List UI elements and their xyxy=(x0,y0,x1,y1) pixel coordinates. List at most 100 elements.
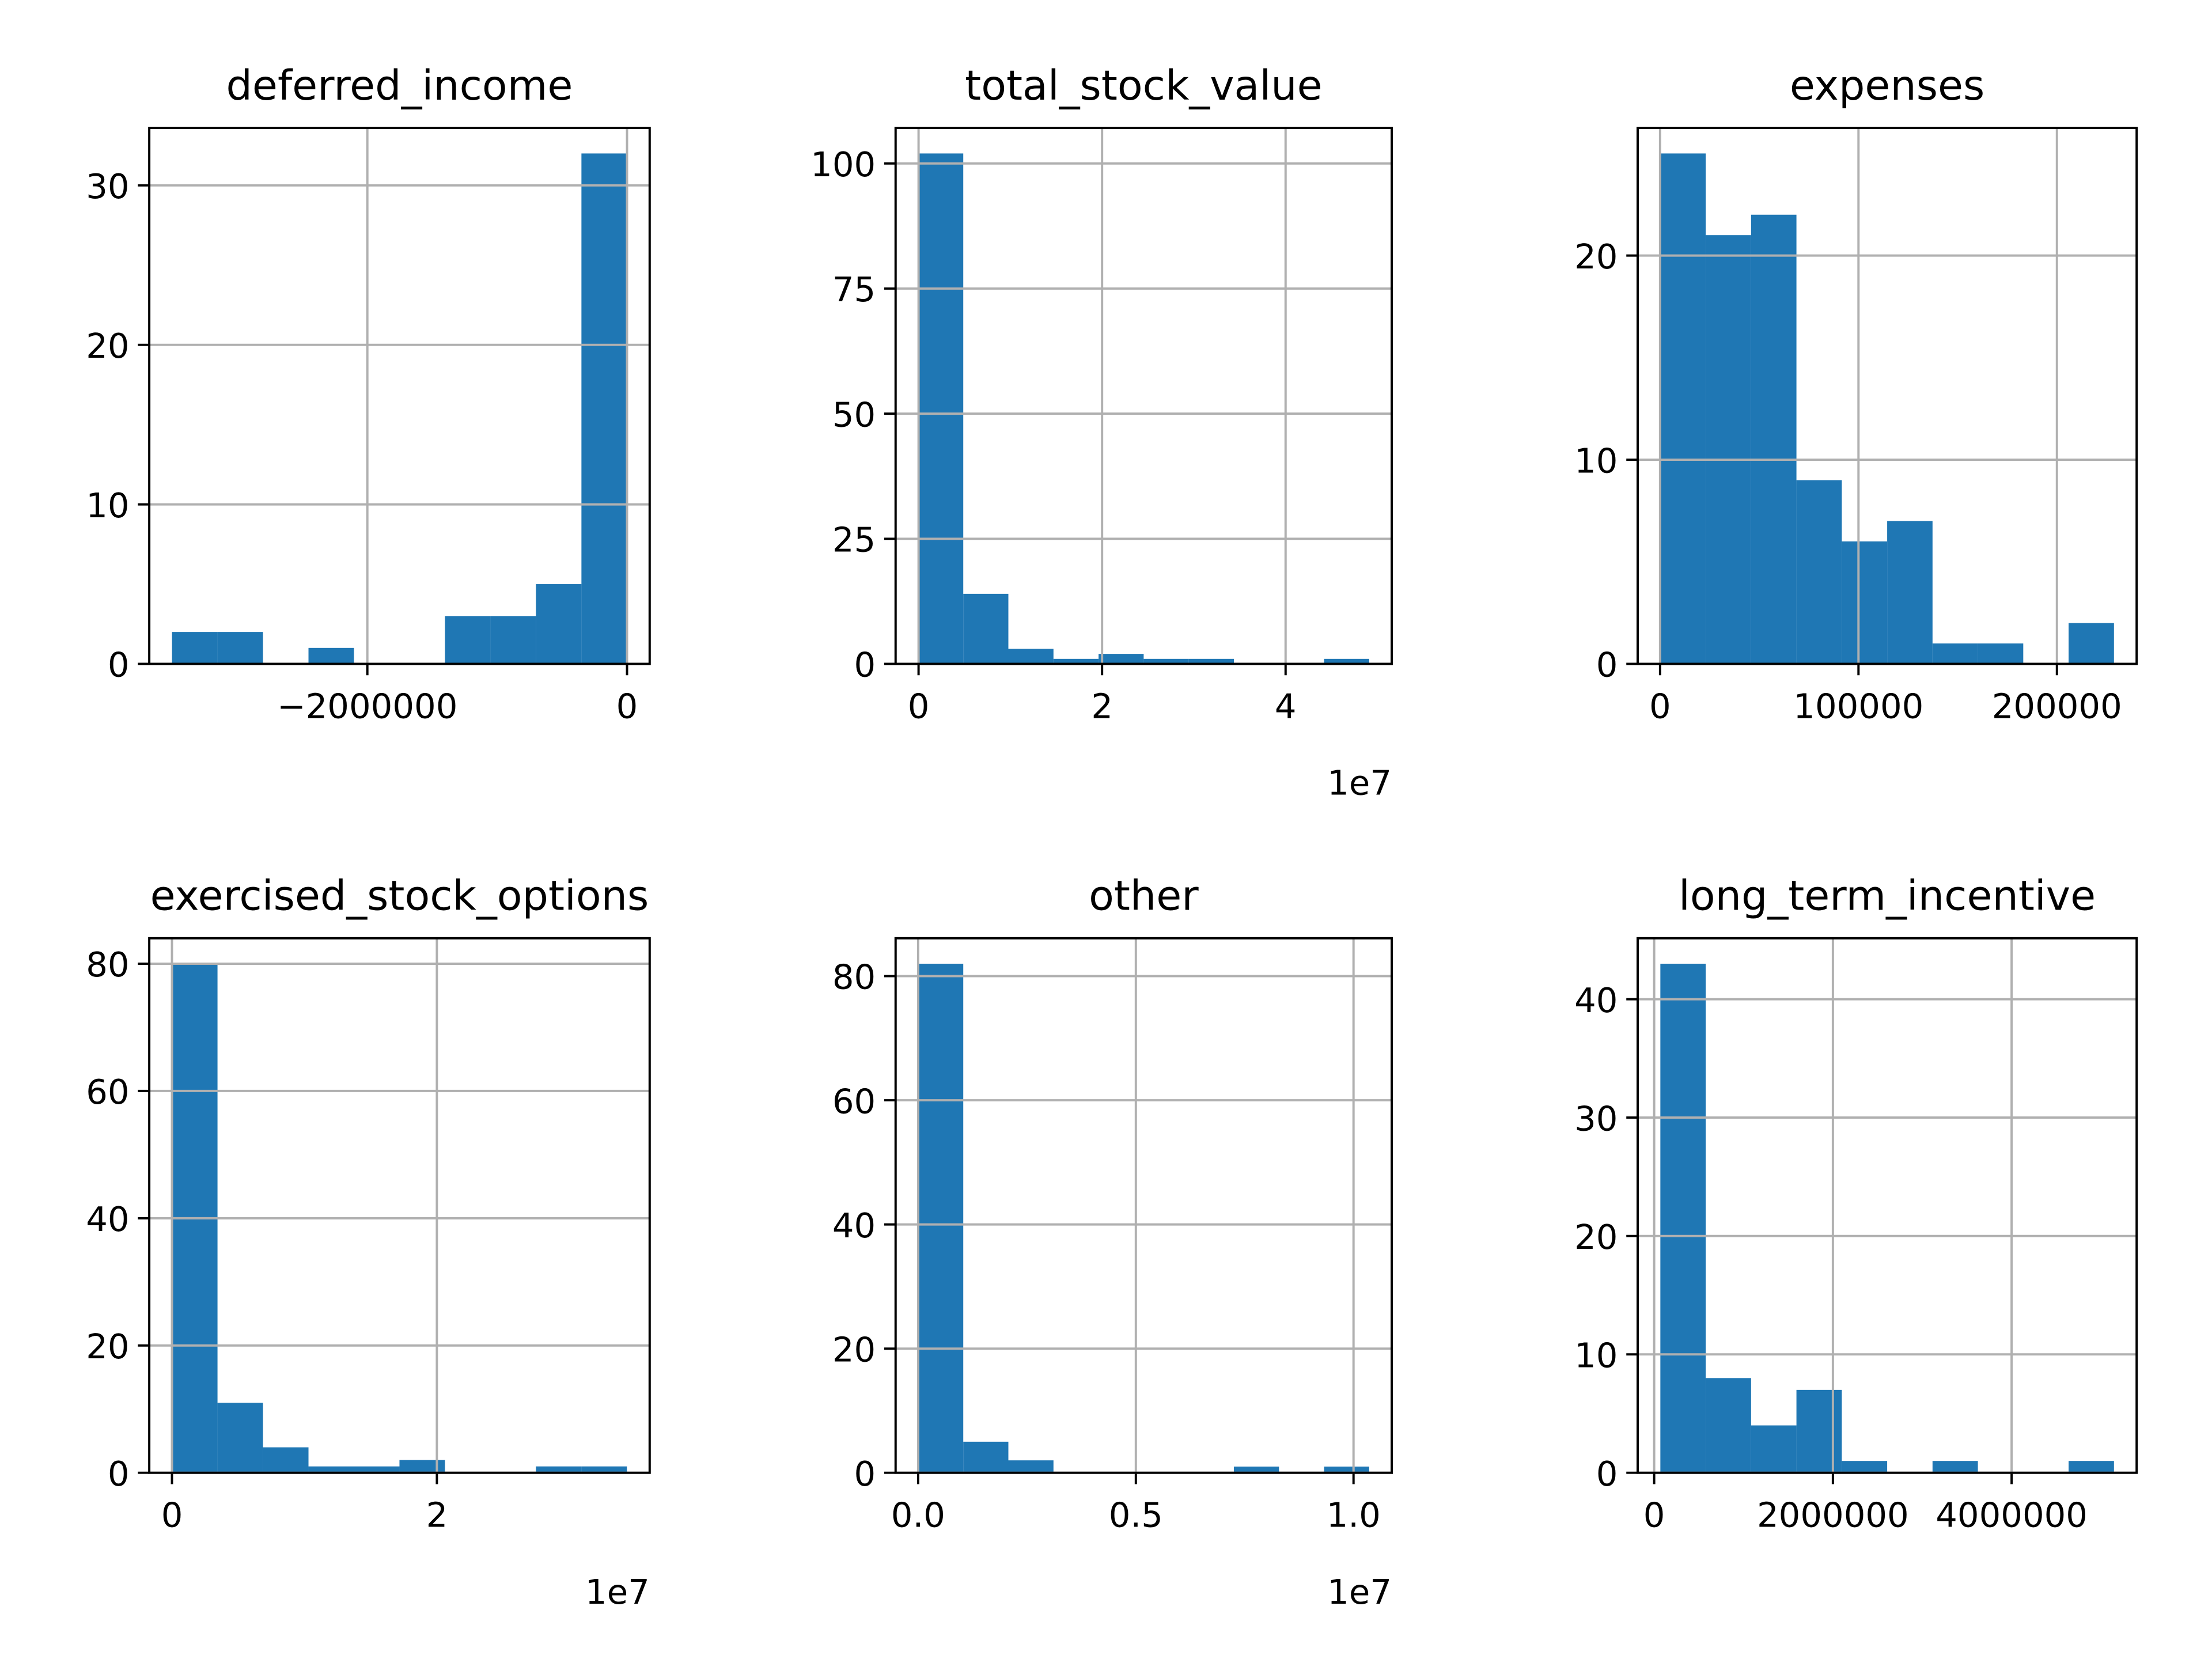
x-tick-label: 200000 xyxy=(1992,686,2122,726)
bar xyxy=(2069,623,2114,664)
axes-frame xyxy=(894,127,1393,665)
y-tick-label: 100 xyxy=(810,145,876,184)
bar xyxy=(1053,658,1099,664)
bar xyxy=(1188,658,1234,664)
bar xyxy=(172,632,218,664)
axes-frame xyxy=(148,937,651,1474)
subplot-title: exercised_stock_options xyxy=(150,872,649,919)
bar xyxy=(1099,654,1144,664)
bar xyxy=(1751,214,1797,664)
bar xyxy=(217,1403,263,1473)
bar xyxy=(1751,1425,1797,1473)
bar xyxy=(217,632,263,664)
y-tick-label: 20 xyxy=(1574,1217,1618,1257)
x-tick-label: 4000000 xyxy=(1936,1495,2088,1535)
x-tick-label: 0.5 xyxy=(1109,1495,1163,1535)
x-tick-label: 2 xyxy=(426,1495,448,1535)
bar xyxy=(399,1460,445,1473)
bar xyxy=(536,1466,582,1473)
y-tick-label: 30 xyxy=(1574,1099,1618,1138)
x-tick-label: 0.0 xyxy=(891,1495,945,1535)
y-tick-label: 20 xyxy=(86,1327,129,1366)
bar xyxy=(1932,643,1978,664)
bar xyxy=(1978,643,2024,664)
subplot-title: expenses xyxy=(1790,62,1984,109)
x-tick-label: 100000 xyxy=(1793,686,1923,726)
y-tick-label: 20 xyxy=(832,1330,876,1369)
bar xyxy=(308,1466,354,1473)
y-tick-label: 0 xyxy=(854,645,876,685)
x-tick-label: 0 xyxy=(1643,1495,1665,1535)
bar xyxy=(1008,1460,1054,1473)
bar xyxy=(1008,649,1054,664)
x-tick-label: 0 xyxy=(161,1495,183,1535)
bar xyxy=(490,616,536,664)
x-offset-label: 1e7 xyxy=(1327,1572,1392,1612)
axes-frame xyxy=(1637,937,2138,1474)
bar xyxy=(1932,1461,1978,1473)
x-offset-label: 1e7 xyxy=(1327,763,1392,803)
y-tick-label: 60 xyxy=(86,1072,129,1112)
axes-frame xyxy=(894,937,1393,1474)
y-tick-label: 60 xyxy=(832,1081,876,1121)
bar xyxy=(1324,1466,1369,1473)
y-tick-label: 30 xyxy=(86,166,129,206)
y-tick-label: 75 xyxy=(832,270,876,309)
bar xyxy=(1233,1466,1279,1473)
x-tick-label: 1.0 xyxy=(1327,1495,1381,1535)
x-offset-label: 1e7 xyxy=(585,1572,650,1612)
bar xyxy=(963,593,1009,664)
bar xyxy=(581,153,627,664)
bar xyxy=(263,1447,309,1473)
bar xyxy=(1796,480,1842,664)
bar xyxy=(1660,153,1706,664)
x-tick-label: 4 xyxy=(1275,686,1297,726)
y-tick-label: 10 xyxy=(1574,441,1618,480)
y-tick-label: 40 xyxy=(1574,980,1618,1020)
subplot-title: deferred_income xyxy=(226,62,573,109)
y-tick-label: 20 xyxy=(86,326,129,366)
bar xyxy=(918,153,964,664)
axes-frame xyxy=(1637,127,2138,665)
y-tick-label: 40 xyxy=(832,1206,876,1245)
y-tick-label: 20 xyxy=(1574,237,1618,276)
y-tick-label: 80 xyxy=(832,957,876,997)
y-tick-label: 0 xyxy=(108,645,130,685)
bar xyxy=(1796,1389,1842,1473)
bar xyxy=(354,1466,400,1473)
x-tick-label: 2 xyxy=(1091,686,1113,726)
y-tick-label: 0 xyxy=(1596,1454,1618,1494)
y-tick-label: 0 xyxy=(854,1454,876,1494)
bar xyxy=(1706,1378,1751,1473)
y-tick-label: 80 xyxy=(86,945,129,984)
bar xyxy=(445,616,491,664)
bar xyxy=(1706,235,1751,664)
bar xyxy=(2069,1461,2114,1473)
x-tick-label: 0 xyxy=(908,686,930,726)
x-tick-label: 2000000 xyxy=(1757,1495,1909,1535)
bar xyxy=(1143,658,1189,664)
y-tick-label: 10 xyxy=(1574,1335,1618,1375)
x-tick-label: 0 xyxy=(616,686,638,726)
bar xyxy=(536,584,582,664)
bar xyxy=(963,1441,1009,1473)
x-tick-label: −2000000 xyxy=(277,686,457,726)
subplot-title: total_stock_value xyxy=(965,62,1322,109)
y-tick-label: 0 xyxy=(1596,645,1618,685)
subplot-title: other xyxy=(1089,872,1199,919)
y-tick-label: 10 xyxy=(86,486,129,525)
bar xyxy=(1660,963,1706,1473)
axes-frame xyxy=(148,127,651,665)
bar xyxy=(1842,541,1888,664)
bar xyxy=(308,647,354,664)
bar xyxy=(1842,1461,1888,1473)
bar xyxy=(1887,521,1933,664)
x-tick-label: 0 xyxy=(1649,686,1671,726)
y-tick-label: 50 xyxy=(832,395,876,434)
bar xyxy=(581,1466,627,1473)
bar xyxy=(918,963,964,1473)
y-tick-label: 40 xyxy=(86,1199,129,1239)
y-tick-label: 0 xyxy=(108,1454,130,1494)
